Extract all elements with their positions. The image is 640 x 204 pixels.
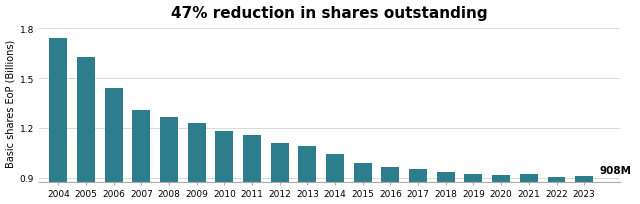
Bar xyxy=(492,175,510,182)
Bar xyxy=(575,176,593,182)
Bar xyxy=(381,167,399,182)
Bar xyxy=(216,132,234,182)
Title: 47% reduction in shares outstanding: 47% reduction in shares outstanding xyxy=(172,6,488,20)
Bar xyxy=(465,174,483,182)
Bar xyxy=(437,172,455,182)
Bar xyxy=(326,155,344,182)
Bar xyxy=(547,177,566,182)
Bar xyxy=(188,123,205,182)
Bar xyxy=(243,136,261,182)
Bar xyxy=(49,39,67,182)
Bar xyxy=(520,174,538,182)
Bar xyxy=(77,57,95,182)
Text: 908M: 908M xyxy=(600,165,632,175)
Bar xyxy=(105,89,123,182)
Bar xyxy=(160,118,178,182)
Y-axis label: Basic shares EoP (Billions): Basic shares EoP (Billions) xyxy=(6,39,15,167)
Bar xyxy=(298,146,316,182)
Bar xyxy=(409,169,427,182)
Bar xyxy=(354,163,372,182)
Bar xyxy=(271,143,289,182)
Bar xyxy=(132,110,150,182)
